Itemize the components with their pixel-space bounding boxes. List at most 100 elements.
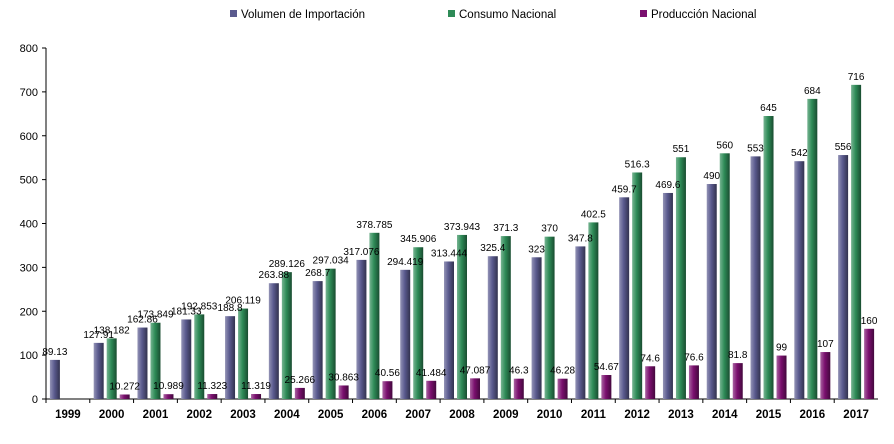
bar-volumen-de-importacion-2000 bbox=[93, 342, 104, 399]
bar-volumen-de-importacion-2011 bbox=[575, 246, 586, 399]
bar-consumo-nacional-2004 bbox=[281, 272, 292, 399]
y-tick-label: 700 bbox=[20, 87, 38, 99]
bar-consumo-nacional-2001 bbox=[150, 322, 161, 399]
data-label-volumen-de-importacion-1999: 89.13 bbox=[42, 347, 67, 358]
x-tick-label: 2007 bbox=[405, 409, 431, 421]
bar-produccion-nacional-2004 bbox=[294, 387, 305, 399]
x-tick-label: 2002 bbox=[186, 409, 212, 421]
data-label-produccion-nacional-2006: 40.56 bbox=[375, 368, 400, 379]
data-label-consumo-nacional-2016: 684 bbox=[804, 86, 821, 97]
bar-consumo-nacional-2006 bbox=[369, 232, 380, 399]
bar-volumen-de-importacion-2017 bbox=[838, 155, 849, 399]
data-label-volumen-de-importacion-2009: 325.4 bbox=[480, 243, 505, 254]
data-label-consumo-nacional-2010: 370 bbox=[541, 224, 558, 235]
data-label-consumo-nacional-2003: 206.119 bbox=[225, 296, 261, 307]
bar-consumo-nacional-2000 bbox=[106, 338, 117, 399]
data-label-consumo-nacional-2011: 402.5 bbox=[581, 209, 606, 220]
bar-produccion-nacional-2009 bbox=[513, 378, 524, 399]
bar-volumen-de-importacion-2003 bbox=[225, 316, 236, 399]
x-tick-label: 2005 bbox=[318, 409, 344, 421]
data-label-consumo-nacional-2007: 345.906 bbox=[400, 234, 437, 245]
data-label-produccion-nacional-2004: 25.266 bbox=[285, 375, 316, 386]
bar-produccion-nacional-2000 bbox=[119, 394, 130, 399]
bar-volumen-de-importacion-2006 bbox=[356, 259, 367, 399]
x-tick-label: 2012 bbox=[624, 409, 650, 421]
y-tick-label: 100 bbox=[20, 350, 38, 362]
bar-volumen-de-importacion-2005 bbox=[312, 281, 323, 399]
bar-produccion-nacional-2016 bbox=[820, 352, 831, 399]
bar-consumo-nacional-2007 bbox=[413, 247, 424, 399]
data-label-consumo-nacional-2000: 138.182 bbox=[94, 325, 131, 336]
bar-volumen-de-importacion-1999 bbox=[49, 359, 60, 399]
bar-volumen-de-importacion-2016 bbox=[794, 161, 805, 399]
legend-swatch bbox=[640, 10, 647, 17]
bar-produccion-nacional-2006 bbox=[382, 381, 393, 399]
bar-volumen-de-importacion-2007 bbox=[400, 269, 411, 399]
x-tick-label: 2001 bbox=[143, 409, 169, 421]
data-label-produccion-nacional-2000: 10.272 bbox=[109, 381, 140, 392]
data-label-volumen-de-importacion-2001: 162.86 bbox=[127, 315, 158, 326]
data-label-volumen-de-importacion-2013: 469.6 bbox=[655, 180, 680, 191]
data-label-produccion-nacional-2008: 47.087 bbox=[460, 365, 491, 376]
bar-produccion-nacional-2005 bbox=[338, 385, 349, 399]
bar-volumen-de-importacion-2008 bbox=[444, 261, 454, 399]
bar-consumo-nacional-2010 bbox=[544, 236, 555, 399]
data-label-produccion-nacional-2003: 11.319 bbox=[241, 381, 271, 392]
legend-label: Producción Nacional bbox=[651, 9, 756, 21]
data-label-produccion-nacional-2001: 10.989 bbox=[153, 381, 184, 392]
bar-produccion-nacional-2014 bbox=[732, 363, 743, 399]
bars bbox=[49, 84, 875, 400]
bar-consumo-nacional-2003 bbox=[238, 308, 249, 399]
data-labels: 89.13 127.91 162.86 181.33 188.8 263.88 268.7 3… bbox=[42, 72, 878, 393]
bar-volumen-de-importacion-2001 bbox=[137, 327, 148, 399]
x-tick-label: 1999 bbox=[55, 409, 81, 421]
bar-consumo-nacional-2005 bbox=[325, 268, 336, 399]
x-tick-label: 2016 bbox=[800, 409, 826, 421]
legend-swatch bbox=[448, 10, 455, 17]
data-label-produccion-nacional-2007: 41.484 bbox=[416, 368, 447, 379]
data-label-consumo-nacional-2009: 371.3 bbox=[493, 223, 518, 234]
bar-consumo-nacional-2012 bbox=[632, 172, 643, 399]
data-label-produccion-nacional-2005: 30.863 bbox=[328, 372, 359, 383]
data-label-produccion-nacional-2016: 107 bbox=[817, 339, 834, 350]
data-label-produccion-nacional-2002: 11.323 bbox=[197, 381, 227, 392]
data-label-volumen-de-importacion-2010: 323 bbox=[528, 244, 545, 255]
y-tick-label: 500 bbox=[20, 175, 38, 187]
bar-consumo-nacional-2013 bbox=[675, 157, 686, 399]
data-label-volumen-de-importacion-2002: 181.33 bbox=[171, 306, 202, 317]
bar-produccion-nacional-2012 bbox=[645, 366, 656, 399]
bar-consumo-nacional-2011 bbox=[588, 222, 599, 399]
y-tick-label: 800 bbox=[20, 43, 38, 55]
x-tick-label: 2010 bbox=[537, 409, 563, 421]
bar-consumo-nacional-2016 bbox=[807, 98, 818, 400]
x-tick-label: 2017 bbox=[843, 409, 869, 421]
bar-produccion-nacional-2011 bbox=[601, 375, 612, 399]
bar-produccion-nacional-2008 bbox=[470, 378, 480, 399]
x-tick-label: 2015 bbox=[756, 409, 782, 421]
bar-volumen-de-importacion-2009 bbox=[487, 256, 498, 399]
data-label-volumen-de-importacion-2008: 313.444 bbox=[431, 248, 468, 259]
bar-volumen-de-importacion-2012 bbox=[619, 197, 630, 399]
bar-volumen-de-importacion-2014 bbox=[706, 184, 717, 399]
data-label-consumo-nacional-2014: 560 bbox=[716, 140, 733, 151]
legend-label: Consumo Nacional bbox=[459, 9, 556, 21]
data-label-consumo-nacional-2004: 289.126 bbox=[269, 259, 306, 270]
x-tick-label: 2013 bbox=[668, 409, 694, 421]
bar-produccion-nacional-2010 bbox=[557, 378, 568, 399]
data-label-produccion-nacional-2010: 46.28 bbox=[550, 366, 575, 377]
x-tick-label: 2014 bbox=[712, 409, 738, 421]
x-axis: 1999 2000 2001 2002 2003 2004 2005 2006 2007 2008… bbox=[45, 398, 878, 421]
x-tick-label: 2008 bbox=[449, 409, 475, 421]
bar-consumo-nacional-2002 bbox=[194, 314, 205, 399]
data-label-volumen-de-importacion-2005: 268.7 bbox=[305, 268, 330, 279]
data-label-produccion-nacional-2017: 160 bbox=[861, 316, 878, 327]
data-label-volumen-de-importacion-2017: 556 bbox=[835, 142, 852, 153]
bar-consumo-nacional-2008 bbox=[457, 234, 467, 399]
bar-produccion-nacional-2007 bbox=[426, 380, 437, 399]
bar-produccion-nacional-2017 bbox=[864, 328, 875, 399]
bar-produccion-nacional-2015 bbox=[776, 355, 787, 399]
data-label-volumen-de-importacion-2012: 459.7 bbox=[612, 184, 637, 195]
bar-volumen-de-importacion-2004 bbox=[268, 283, 279, 399]
data-label-produccion-nacional-2013: 76.6 bbox=[684, 352, 704, 363]
